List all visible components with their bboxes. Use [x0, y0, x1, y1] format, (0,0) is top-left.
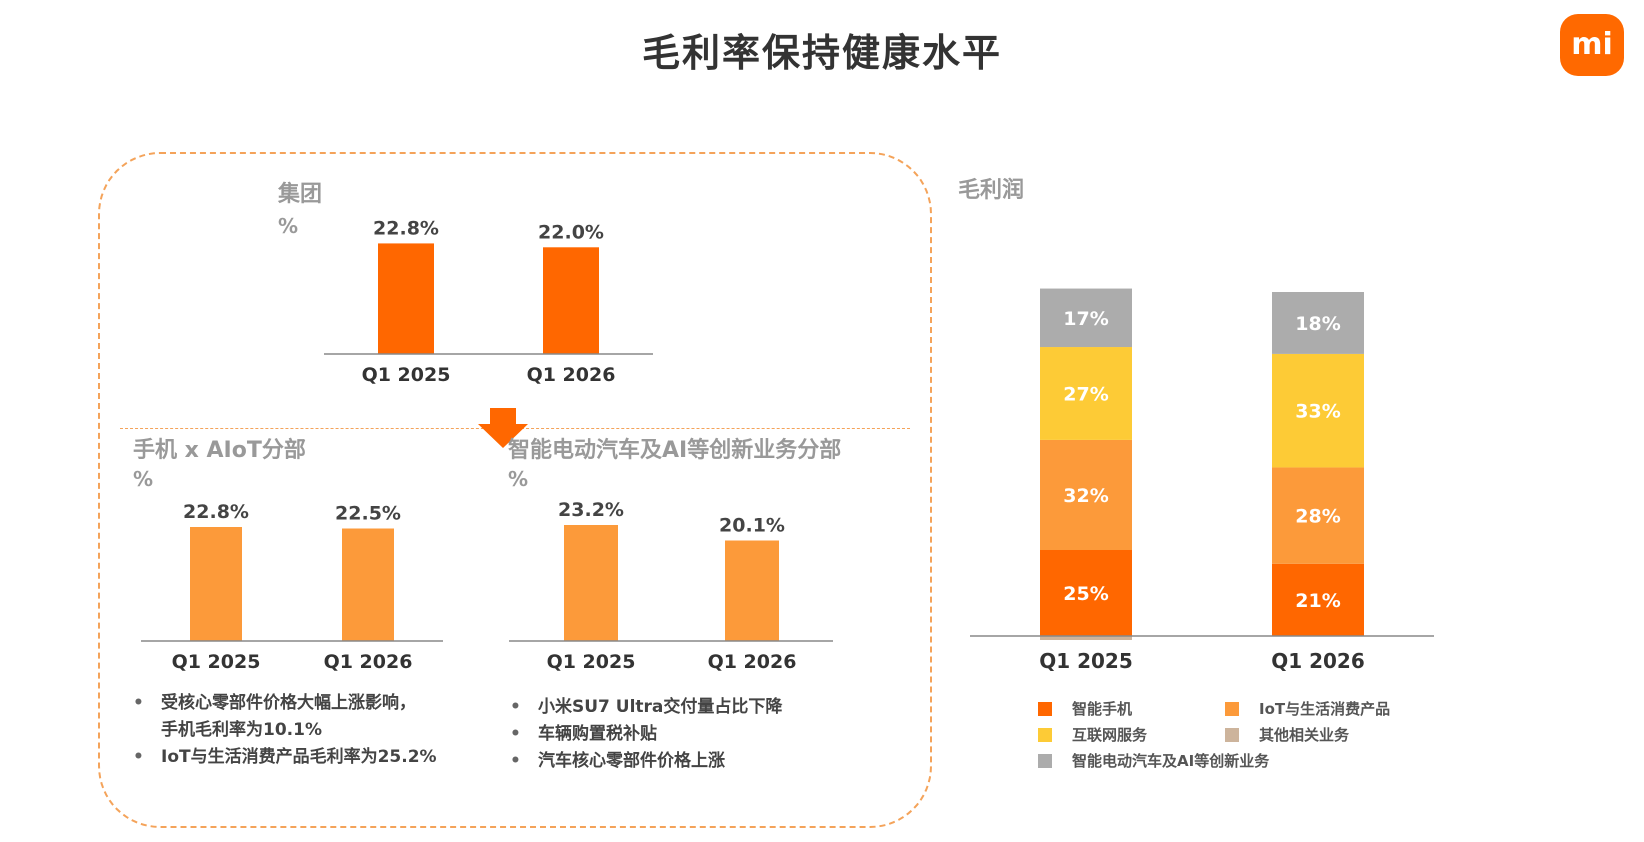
ev-unit: % [508, 467, 529, 491]
legend-item: 其他相关业务 [1225, 724, 1349, 745]
aiot-unit: % [133, 467, 154, 491]
legend-swatch [1225, 701, 1239, 716]
x-tick-label: Q1 2026 [527, 364, 616, 386]
ev-note-3: 汽车核心零部件价格上涨 [538, 751, 725, 771]
aiot-notes: • 受核心零部件价格大幅上涨影响， 手机毛利率为10.1% • IoT与生活消费产品… [133, 690, 483, 771]
x-tick-label: Q1 2026 [324, 651, 413, 673]
stack-segment-other [1040, 636, 1132, 640]
legend-item: 智能电动汽车及AI等创新业务 [1038, 750, 1269, 771]
x-tick-label: Q1 2025 [172, 651, 261, 673]
segment-value-label: 17% [1063, 308, 1108, 330]
legend-label: 智能手机 [1072, 700, 1133, 718]
segment-value-label: 32% [1063, 485, 1108, 507]
x-tick-label: Q1 2026 [708, 651, 797, 673]
down-arrow-icon [478, 408, 528, 448]
stack-segment [1272, 353, 1364, 468]
bar-value-label: 22.8% [183, 501, 249, 523]
stack-segment [1272, 292, 1364, 354]
legend-label: 其他相关业务 [1259, 726, 1350, 744]
legend-item: 智能手机 [1038, 698, 1132, 719]
legend-swatch [1038, 753, 1052, 768]
bar [190, 527, 242, 641]
aiot-note-1b: 手机毛利率为10.1% [161, 720, 322, 740]
legend-label: IoT与生活消费产品 [1259, 700, 1391, 718]
ev-notes: • 小米SU7 Ultra交付量占比下降 • 车辆购置税补贴 • 汽车核心零部件价格上… [510, 694, 870, 775]
bar-value-label: 22.8% [373, 217, 439, 239]
bar [564, 525, 618, 641]
segment-value-label: 25% [1063, 583, 1108, 605]
stack-segment [1272, 563, 1364, 636]
segment-value-label: 33% [1295, 401, 1340, 423]
bullet-icon: • [510, 724, 521, 744]
x-tick-label: Q1 2025 [547, 651, 636, 673]
aiot-note-2: IoT与生活消费产品毛利率为25.2% [161, 747, 437, 767]
legend-label: 智能电动汽车及AI等创新业务 [1072, 752, 1270, 770]
page-title: 毛利率保持健康水平 [641, 31, 1002, 75]
bar-value-label: 22.0% [538, 221, 604, 243]
bar [543, 247, 599, 354]
aiot-label: 手机 x AIoT分部 [133, 438, 306, 463]
segment-value-label: 27% [1063, 383, 1108, 405]
bullet-icon: • [510, 697, 521, 717]
stack-segment [1040, 347, 1132, 440]
bar [342, 528, 394, 641]
bar-value-label: 23.2% [558, 499, 624, 521]
stack-segment [1272, 467, 1364, 564]
legend-label: 互联网服务 [1072, 726, 1148, 744]
group-unit: % [278, 214, 299, 238]
bar [378, 243, 434, 354]
segment-panel [98, 152, 932, 828]
bar-value-label: 22.5% [335, 503, 401, 525]
segment-value-label: 21% [1295, 590, 1340, 612]
bullet-icon: • [510, 751, 521, 771]
bullet-icon: • [133, 747, 144, 767]
ev-note-1: 小米SU7 Ultra交付量占比下降 [538, 697, 783, 717]
stack-segment [1040, 550, 1132, 636]
legend-item: 互联网服务 [1038, 724, 1147, 745]
aiot-note-1a: 受核心零部件价格大幅上涨影响， [161, 693, 416, 713]
ev-note-2: 车辆购置税补贴 [538, 724, 657, 744]
legend-swatch [1225, 727, 1239, 742]
stack-segment [1040, 288, 1132, 348]
xiaomi-logo: mi [1560, 14, 1624, 76]
bar-value-label: 20.1% [719, 515, 785, 537]
x-tick-label: Q1 2026 [1271, 649, 1365, 673]
legend-swatch [1038, 727, 1052, 742]
segment-value-label: 28% [1295, 506, 1340, 528]
group-label: 集团 [278, 182, 323, 207]
stack-segment [1040, 439, 1132, 550]
legend-item: IoT与生活消费产品 [1225, 698, 1390, 719]
profit-legend: 智能手机 IoT与生活消费产品 互联网服务 其他相关业务 智能电动汽车及AI等创… [1038, 700, 1510, 822]
bullet-icon: • [133, 693, 144, 713]
x-tick-label: Q1 2025 [362, 364, 451, 386]
ev-label: 智能电动汽车及AI等创新业务分部 [508, 438, 842, 463]
x-tick-label: Q1 2025 [1039, 649, 1133, 673]
segment-value-label: 18% [1295, 313, 1340, 335]
profit-label: 毛利润 [958, 178, 1025, 203]
legend-swatch [1038, 701, 1052, 716]
bar [725, 540, 779, 641]
